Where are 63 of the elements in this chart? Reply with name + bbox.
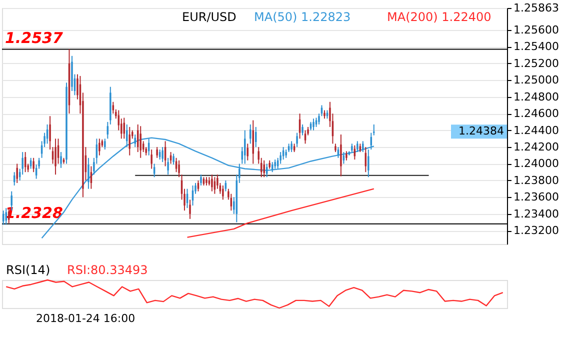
- y-tick-label: 1.24600: [514, 107, 559, 120]
- text: 2018-01-24 16:00: [36, 312, 136, 325]
- y-tick-label: 1.24200: [514, 140, 559, 154]
- candlestick: [250, 124, 252, 144]
- candlestick: [126, 124, 128, 148]
- candlestick: [302, 124, 304, 136]
- candlestick: [362, 140, 364, 153]
- candlestick: [134, 134, 136, 148]
- candlestick: [346, 150, 348, 161]
- y-tick-label: 1.24000: [514, 157, 559, 170]
- candlestick: [88, 157, 90, 190]
- y-tick-label: 1.23400: [514, 207, 559, 220]
- candlestick: [98, 138, 100, 156]
- text: MA(200) 1.22400: [387, 10, 492, 24]
- y-tick-label: 1.25863: [514, 2, 559, 14]
- candlestick: [244, 130, 246, 164]
- candlestick: [49, 116, 51, 150]
- candlestick: [252, 120, 254, 164]
- y-tick-label: 1.25600: [514, 23, 559, 36]
- candlestick: [140, 126, 142, 158]
- y-tick-label: 1.25200: [514, 56, 559, 70]
- candlestick: [175, 157, 178, 173]
- series-label: RSI:80.33493: [67, 263, 148, 277]
- candlestick: [254, 126, 257, 148]
- candlestick: [340, 134, 342, 177]
- candlestick: [211, 174, 213, 192]
- candlestick: [356, 140, 358, 153]
- candlestick: [2, 210, 4, 226]
- chart-title: EUR/USD: [182, 10, 236, 24]
- y-tick-label: 1.24800: [514, 90, 559, 104]
- candlestick: [189, 199, 191, 220]
- candlestick: [373, 124, 375, 136]
- chart-title: RSI(14): [6, 263, 50, 277]
- candlestick: [200, 174, 202, 186]
- ref-line-label: 1.2537: [5, 29, 64, 48]
- candlestick: [128, 126, 130, 156]
- y-tick-label: 1.23600: [514, 190, 559, 204]
- candlestick: [104, 138, 106, 150]
- candlestick: [32, 157, 34, 173]
- candlestick: [274, 159, 276, 170]
- text: MA(50) 1.22823: [254, 10, 351, 24]
- candlestick: [178, 160, 180, 178]
- candlestick: [263, 160, 265, 178]
- candlestick: [312, 118, 314, 131]
- candlestick: [368, 149, 370, 178]
- candlestick: [162, 146, 164, 163]
- candlestick: [16, 163, 18, 184]
- y-tick-label: 1.24400: [514, 124, 559, 137]
- candlestick: [290, 140, 292, 153]
- y-tick-label: 1.23200: [514, 224, 559, 238]
- candlestick: [222, 184, 224, 200]
- candlestick: [296, 132, 298, 148]
- candlestick: [156, 146, 158, 158]
- candlestick: [60, 152, 62, 168]
- candlestick: [54, 138, 56, 176]
- candlestick: [167, 157, 169, 176]
- y-tick-label: 1.25400: [514, 40, 559, 54]
- y-tick-label: 1.25000: [514, 74, 559, 87]
- line-series: [186, 188, 374, 238]
- candlestick: [172, 153, 174, 166]
- y-tick-label: 1.23800: [514, 174, 559, 187]
- candlestick: [150, 149, 152, 170]
- ref-line-label: 1.24384: [458, 124, 504, 138]
